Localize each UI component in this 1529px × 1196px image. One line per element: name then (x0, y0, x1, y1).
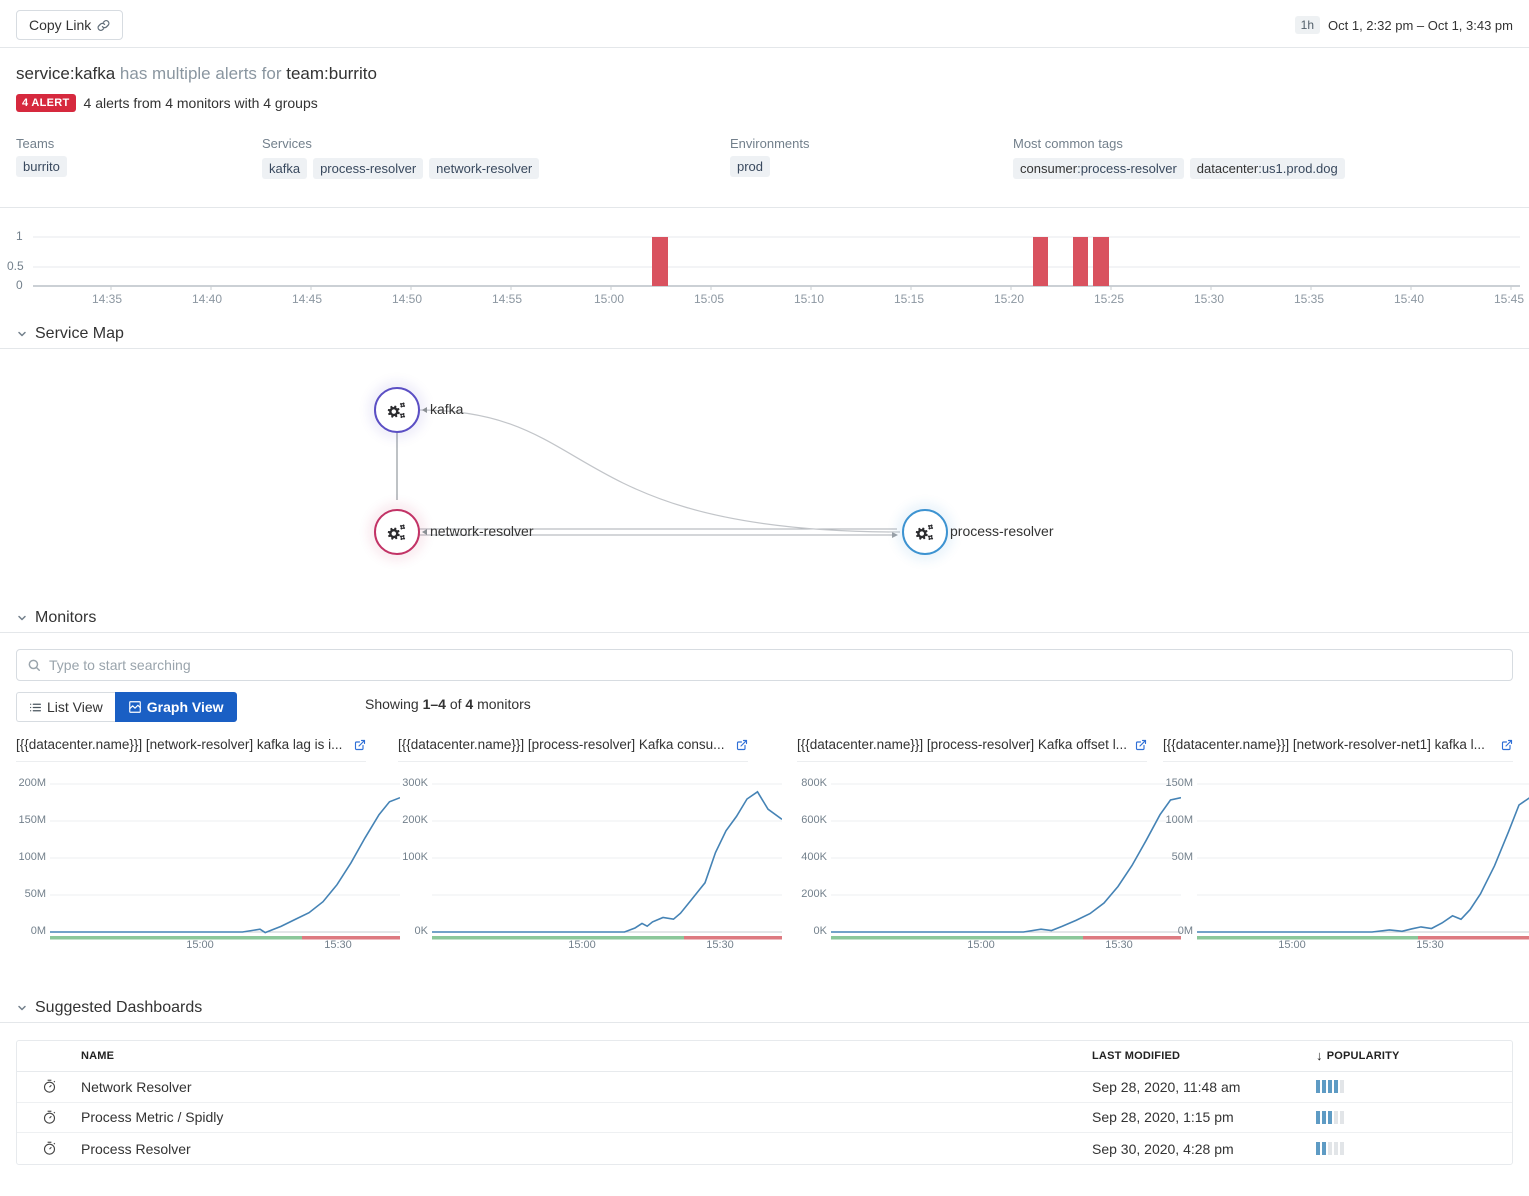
svg-text:process-resolver: process-resolver (950, 523, 1054, 539)
svg-text:kafka: kafka (430, 401, 464, 417)
svg-text:network-resolver: network-resolver (430, 523, 534, 539)
